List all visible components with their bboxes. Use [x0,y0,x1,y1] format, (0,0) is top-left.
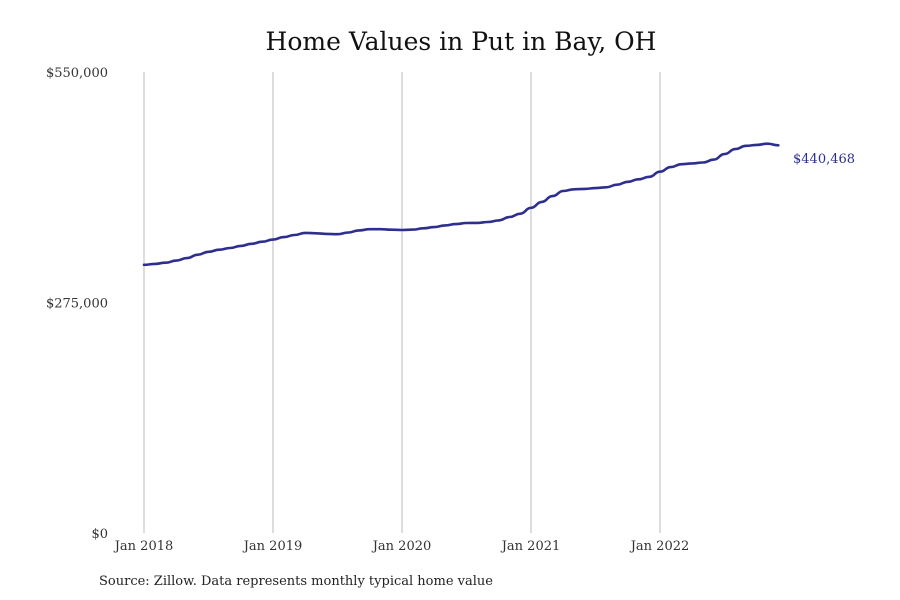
data-point-2022-05 [702,161,704,163]
data-point-2021-06 [584,188,586,190]
x-tick-label: Jan 2022 [629,539,690,554]
data-point-2020-12 [519,213,521,215]
source-note: Source: Zillow. Data represents monthly … [99,574,493,589]
data-point-2020-02 [412,228,414,230]
data-point-2018-05 [186,257,188,259]
data-point-2018-12 [261,241,263,243]
data-point-2021-03 [551,195,553,197]
data-point-2022-07 [723,153,725,155]
series-line [142,142,780,267]
data-point-2019-04 [304,232,306,234]
data-point-2018-11 [250,243,252,245]
data-point-2022-10 [756,144,758,146]
data-point-2019-09 [358,229,360,231]
data-point-2018-04 [175,259,177,261]
data-point-2020-07 [465,222,467,224]
gridlines [143,72,661,533]
series-points [143,143,780,266]
data-point-2021-09 [616,184,618,186]
data-point-2022-08 [734,148,736,150]
data-point-2020-05 [444,224,446,226]
x-tick-label: Jan 2019 [242,539,303,554]
data-point-2020-03 [422,227,424,229]
data-point-2018-01 [143,264,145,266]
data-point-2021-12 [648,176,650,178]
y-tick-label: $0 [91,527,108,542]
data-point-2022-04 [691,162,693,164]
data-point-2021-10 [627,181,629,183]
x-tick-label: Jan 2018 [113,539,174,554]
data-point-2019-06 [326,233,328,235]
data-point-2022-03 [680,163,682,165]
data-point-2021-02 [541,201,543,203]
data-point-2020-10 [498,219,500,221]
data-point-2019-11 [379,228,381,230]
data-point-2021-07 [594,187,596,189]
data-point-2022-06 [713,158,715,160]
y-axis-ticks: $0 $275,000 $550,000 [46,66,108,542]
y-tick-label: $550,000 [46,66,108,81]
y-tick-label: $275,000 [46,297,108,312]
chart-title: Home Values in Put in Bay, OH [266,27,657,56]
data-point-2018-06 [197,254,199,256]
data-point-2021-05 [573,188,575,190]
last-value-label: $440,468 [793,152,855,167]
x-tick-label: Jan 2021 [500,539,561,554]
x-tick-label: Jan 2020 [371,539,432,554]
x-axis-ticks: Jan 2018 Jan 2019 Jan 2020 Jan 2021 Jan 2022 [113,539,690,554]
data-point-2019-03 [293,234,295,236]
data-point-2019-10 [369,228,371,230]
data-point-2019-08 [347,231,349,233]
data-point-2018-09 [229,247,231,249]
data-point-2018-03 [164,262,166,264]
data-point-2019-07 [336,233,338,235]
data-point-2018-02 [154,263,156,265]
data-point-2020-01 [401,229,403,231]
data-point-2020-06 [455,223,457,225]
data-point-2019-05 [315,232,317,234]
data-point-2018-10 [240,245,242,247]
data-point-2022-02 [670,166,672,168]
data-point-2020-04 [433,226,435,228]
data-point-2022-12 [777,144,779,146]
data-point-2020-08 [476,222,478,224]
data-point-2019-12 [390,229,392,231]
data-point-2021-08 [605,186,607,188]
data-point-2019-02 [283,236,285,238]
data-point-2021-01 [530,207,532,209]
data-point-2022-09 [745,145,747,147]
data-point-2018-08 [218,249,220,251]
data-point-2021-11 [637,178,639,180]
data-point-2021-04 [562,190,564,192]
data-point-2018-07 [207,251,209,253]
data-point-2019-01 [272,238,274,240]
data-point-2022-11 [766,143,768,145]
data-point-2020-09 [487,221,489,223]
data-point-2022-01 [659,171,661,173]
data-point-2020-11 [508,216,510,218]
